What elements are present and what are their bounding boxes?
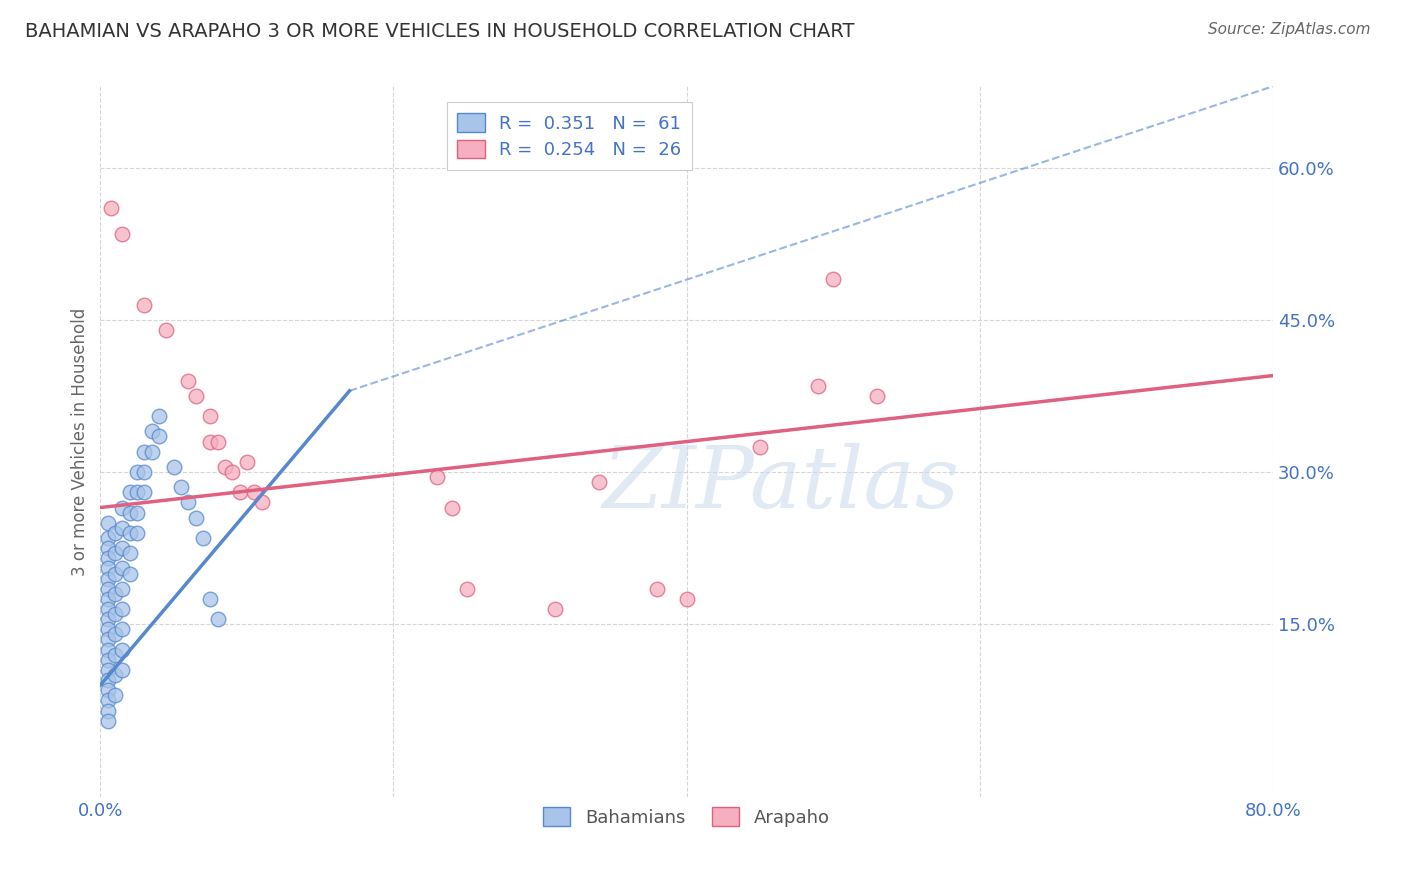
Point <box>191 531 214 545</box>
Point <box>111 602 134 616</box>
Point <box>118 525 141 540</box>
Text: ZIPatlas: ZIPatlas <box>602 442 959 525</box>
Point <box>111 642 134 657</box>
Point <box>207 434 229 449</box>
Point <box>97 591 120 606</box>
Point <box>162 459 184 474</box>
Point <box>97 683 120 698</box>
Point <box>97 693 120 707</box>
Point <box>111 663 134 677</box>
Point <box>100 201 122 215</box>
Point <box>111 623 134 637</box>
Point <box>134 485 156 500</box>
Point <box>426 470 449 484</box>
Point <box>118 546 141 560</box>
Point <box>97 551 120 566</box>
Point <box>118 506 141 520</box>
Point <box>118 566 141 581</box>
Text: Source: ZipAtlas.com: Source: ZipAtlas.com <box>1208 22 1371 37</box>
Point <box>111 227 134 241</box>
Point <box>104 688 127 702</box>
Y-axis label: 3 or more Vehicles in Household: 3 or more Vehicles in Household <box>72 308 89 575</box>
Point <box>177 374 200 388</box>
Point <box>141 444 163 458</box>
Point <box>221 465 243 479</box>
Point <box>125 525 148 540</box>
Point <box>104 566 127 581</box>
Point <box>141 425 163 439</box>
Point <box>97 561 120 575</box>
Point <box>111 521 134 535</box>
Point <box>97 612 120 626</box>
Point <box>97 572 120 586</box>
Point <box>675 591 697 606</box>
Text: BAHAMIAN VS ARAPAHO 3 OR MORE VEHICLES IN HOUSEHOLD CORRELATION CHART: BAHAMIAN VS ARAPAHO 3 OR MORE VEHICLES I… <box>25 22 855 41</box>
Point <box>104 668 127 682</box>
Point <box>214 459 236 474</box>
Point <box>184 389 207 403</box>
Point <box>184 510 207 524</box>
Point <box>866 389 889 403</box>
Point <box>104 607 127 621</box>
Point <box>456 582 478 596</box>
Point <box>104 525 127 540</box>
Point <box>170 480 193 494</box>
Point <box>97 632 120 647</box>
Point <box>148 409 170 424</box>
Point <box>97 541 120 556</box>
Point <box>97 653 120 667</box>
Legend: Bahamians, Arapaho: Bahamians, Arapaho <box>536 800 837 834</box>
Point <box>125 485 148 500</box>
Point <box>177 495 200 509</box>
Point <box>111 561 134 575</box>
Point <box>236 455 259 469</box>
Point <box>441 500 464 515</box>
Point <box>97 714 120 728</box>
Point <box>111 541 134 556</box>
Point <box>228 485 250 500</box>
Point <box>134 444 156 458</box>
Point <box>97 673 120 687</box>
Point <box>97 602 120 616</box>
Point <box>250 495 273 509</box>
Point <box>207 612 229 626</box>
Point <box>200 591 222 606</box>
Point <box>97 531 120 545</box>
Point <box>97 582 120 596</box>
Point <box>125 506 148 520</box>
Point <box>148 429 170 443</box>
Point <box>645 582 668 596</box>
Point <box>200 409 222 424</box>
Point <box>134 465 156 479</box>
Point <box>97 623 120 637</box>
Point <box>97 704 120 718</box>
Point <box>748 440 770 454</box>
Point <box>125 465 148 479</box>
Point <box>588 475 610 490</box>
Point <box>104 546 127 560</box>
Point <box>97 642 120 657</box>
Point <box>104 648 127 662</box>
Point <box>97 663 120 677</box>
Point <box>200 434 222 449</box>
Point <box>243 485 266 500</box>
Point <box>134 297 156 311</box>
Point <box>104 587 127 601</box>
Point <box>155 323 177 337</box>
Point <box>104 627 127 641</box>
Point <box>543 602 565 616</box>
Point <box>97 516 120 530</box>
Point <box>111 500 134 515</box>
Point <box>823 272 845 286</box>
Point <box>807 378 830 392</box>
Point <box>111 582 134 596</box>
Point <box>118 485 141 500</box>
